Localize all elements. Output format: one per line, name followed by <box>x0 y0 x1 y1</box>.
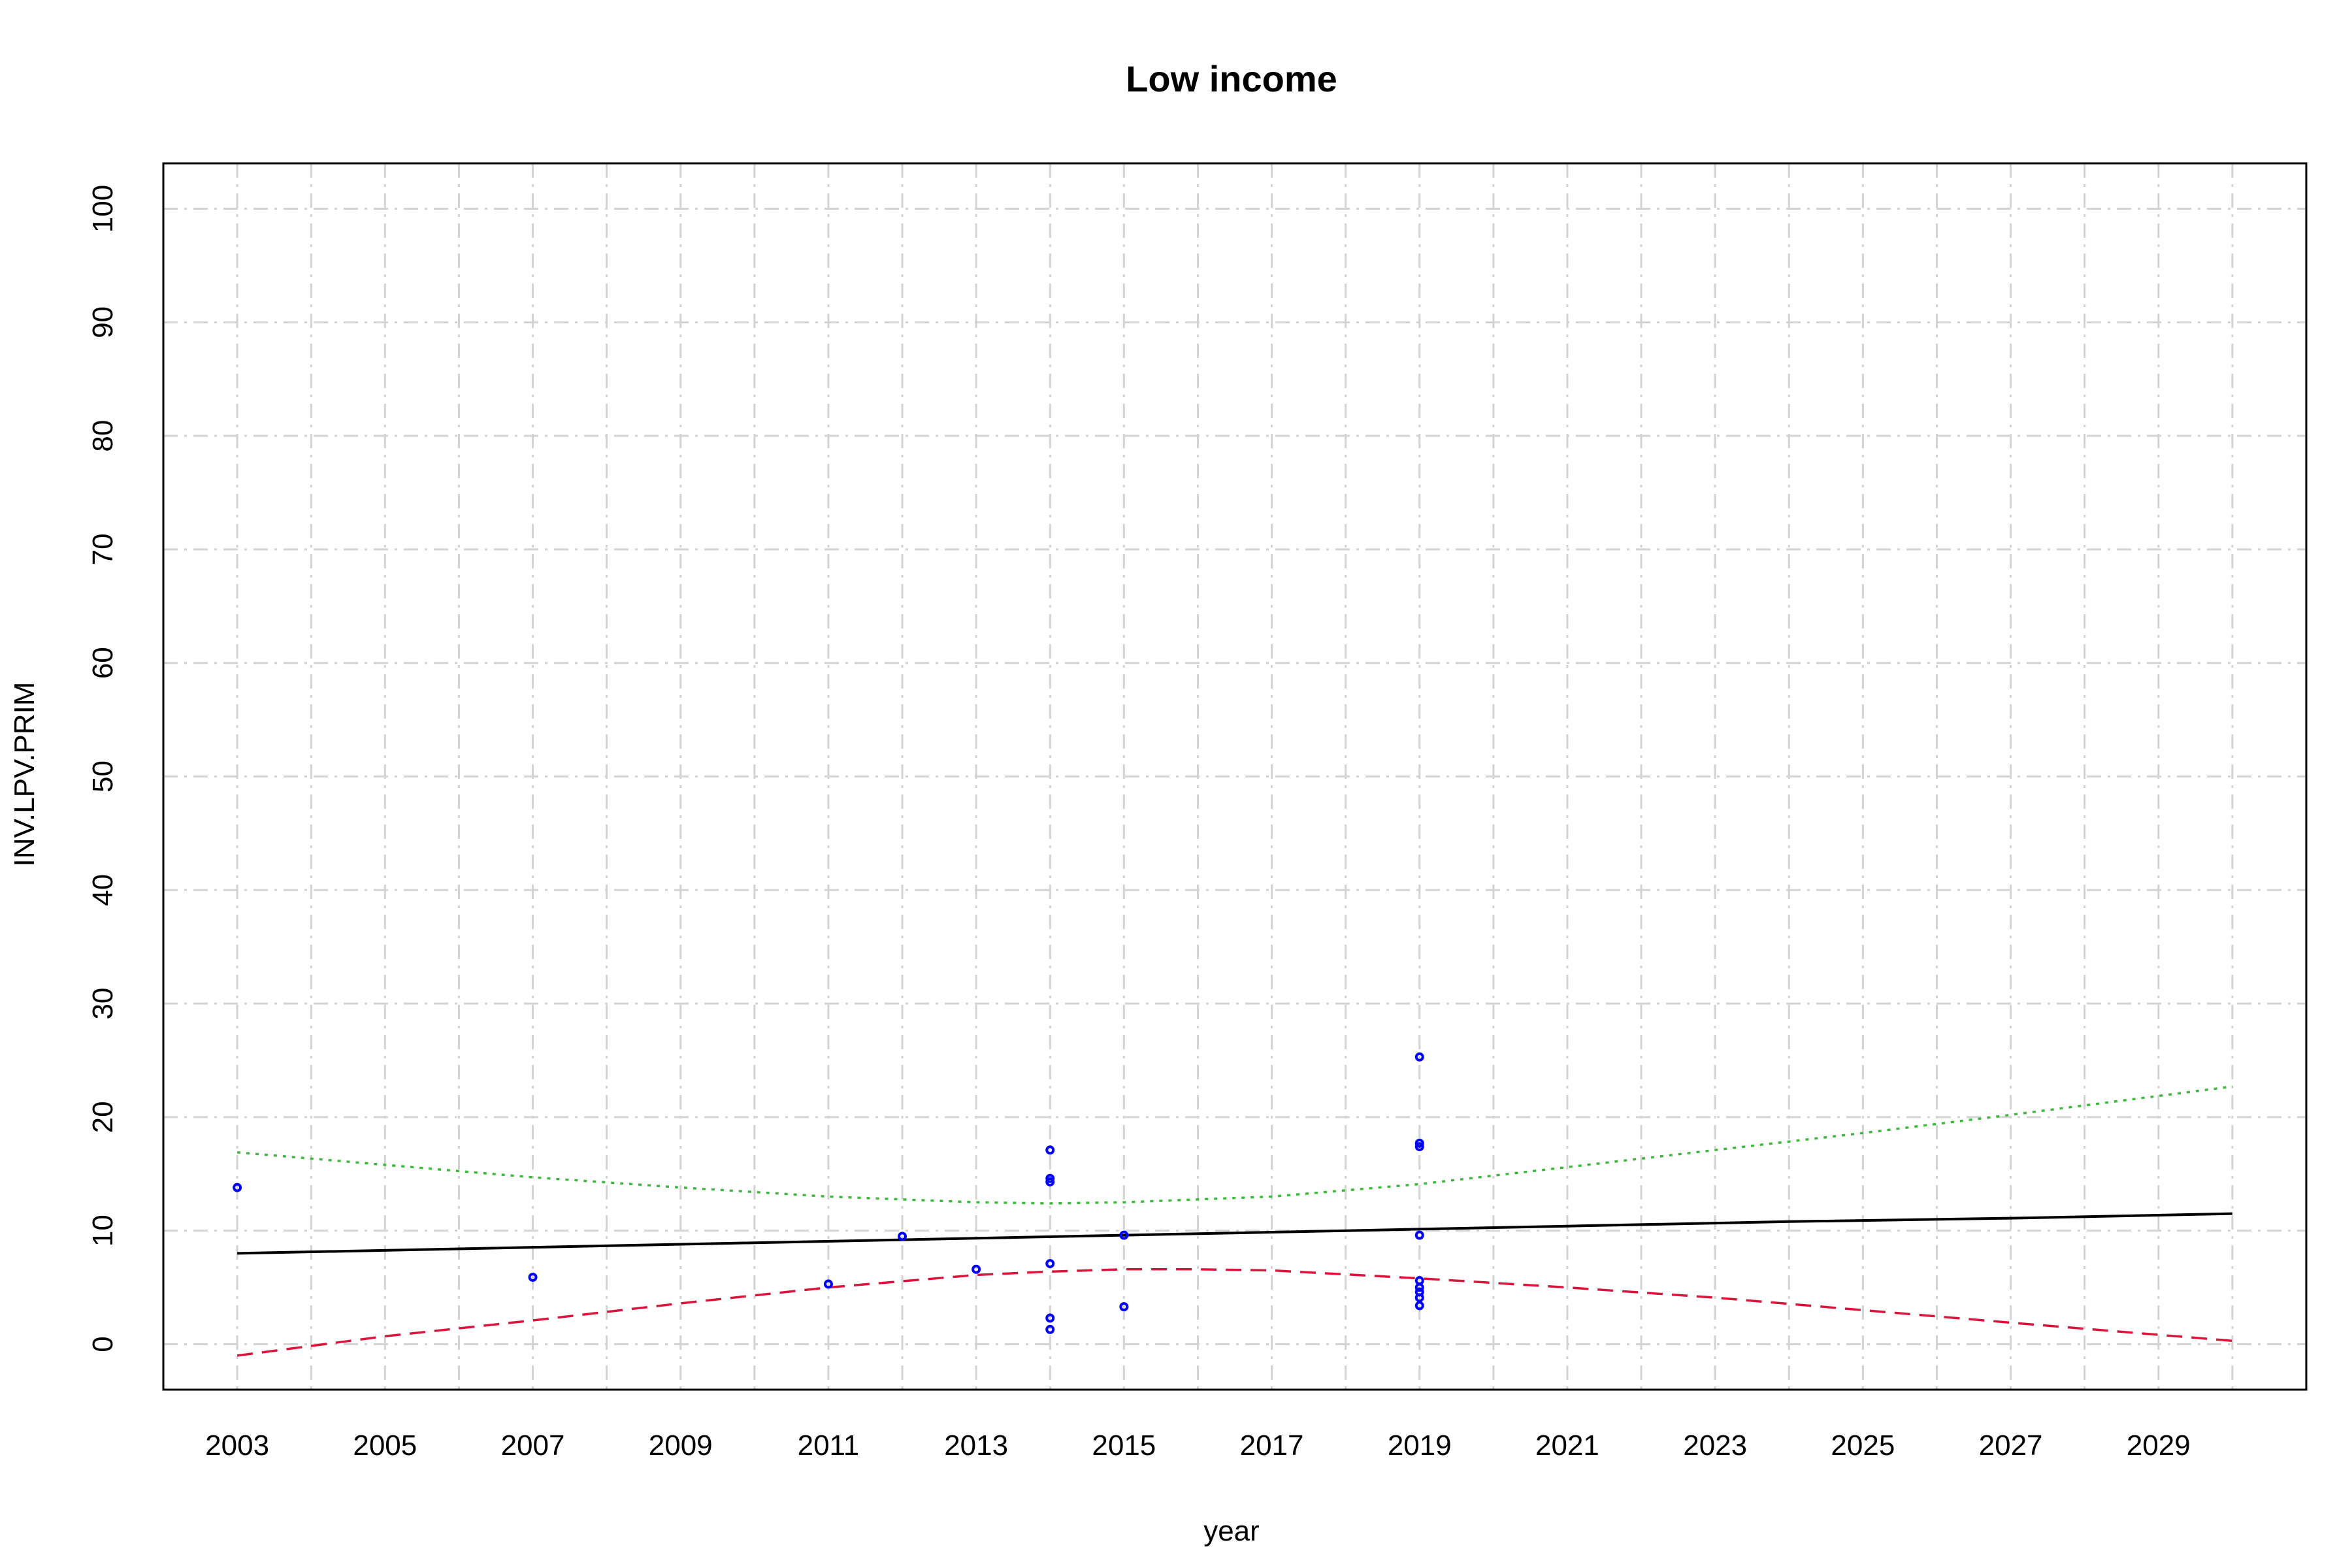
y-tick-label: 50 <box>87 760 119 792</box>
data-point <box>1414 1293 1424 1303</box>
data-point <box>1414 1230 1424 1240</box>
x-axis-ticks: 2003 2005 2007 2009 2011 2013 2015 2017 2019 2021… <box>205 1429 2191 1462</box>
data-point <box>972 1264 981 1274</box>
chart-title: Low income <box>1126 58 1337 99</box>
data-point <box>1414 1301 1424 1311</box>
x-tick-label: 2029 <box>2127 1429 2191 1462</box>
data-points <box>233 1052 1424 1334</box>
y-tick-label: 20 <box>87 1101 119 1133</box>
lower-bound-line <box>237 1268 2233 1357</box>
data-point <box>1119 1230 1129 1240</box>
x-tick-label: 2021 <box>1535 1429 1599 1462</box>
grid <box>163 163 2306 1390</box>
plot-frame <box>162 162 2308 1391</box>
y-tick-label: 70 <box>87 533 119 565</box>
data-point <box>898 1232 907 1241</box>
data-point <box>1045 1313 1055 1323</box>
y-tick-label: 0 <box>87 1336 119 1352</box>
data-point <box>823 1279 833 1289</box>
data-point <box>1045 1145 1055 1155</box>
data-point <box>528 1272 538 1282</box>
x-tick-label: 2027 <box>1979 1429 2043 1462</box>
x-tick-label: 2011 <box>798 1429 860 1462</box>
x-tick-label: 2009 <box>649 1429 713 1462</box>
x-tick-label: 2019 <box>1388 1429 1452 1462</box>
x-axis-label: year <box>1203 1515 1260 1547</box>
y-tick-label: 80 <box>87 420 119 452</box>
x-tick-label: 2025 <box>1831 1429 1895 1462</box>
data-point <box>1414 1138 1424 1148</box>
data-point <box>1414 1282 1424 1292</box>
x-tick-label: 2023 <box>1683 1429 1747 1462</box>
data-point <box>1045 1173 1055 1183</box>
y-tick-label: 100 <box>87 185 119 233</box>
x-tick-label: 2015 <box>1092 1429 1156 1462</box>
data-point <box>233 1183 242 1192</box>
y-axis-label: INV.LPV.PRIM <box>8 682 41 867</box>
x-tick-label: 2007 <box>501 1429 565 1462</box>
x-tick-label: 2013 <box>944 1429 1008 1462</box>
y-tick-label: 40 <box>87 874 119 906</box>
y-tick-label: 60 <box>87 647 119 679</box>
data-point <box>1414 1052 1424 1062</box>
upper-bound-line <box>237 1085 2233 1205</box>
data-point <box>1045 1177 1055 1186</box>
data-point <box>1045 1324 1055 1334</box>
x-tick-label: 2005 <box>353 1429 417 1462</box>
data-point <box>1414 1142 1424 1152</box>
data-point <box>1045 1259 1055 1269</box>
y-tick-label: 30 <box>87 988 119 1020</box>
x-tick-label: 2003 <box>205 1429 269 1462</box>
y-tick-label: 90 <box>87 306 119 338</box>
x-tick-label: 2017 <box>1240 1429 1304 1462</box>
y-tick-label: 10 <box>87 1215 119 1247</box>
data-point <box>1119 1302 1129 1312</box>
series-lines <box>237 1085 2233 1357</box>
fit-line <box>237 1212 2232 1255</box>
y-axis-ticks: 0 10 20 30 40 50 60 70 80 90 100 <box>87 185 119 1352</box>
